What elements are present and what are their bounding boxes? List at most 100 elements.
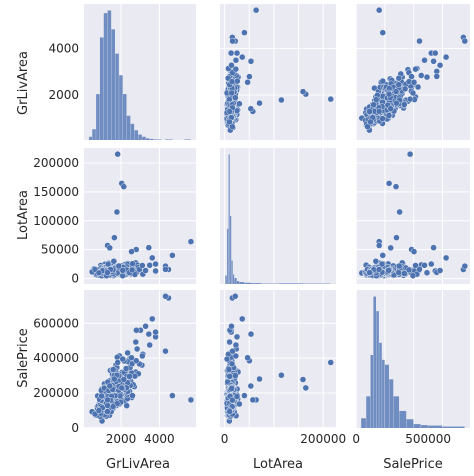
panel-saleprice-vs-saleprice: 0 500000 <box>352 290 470 446</box>
scatter-point <box>393 234 400 241</box>
scatter-point <box>387 105 394 112</box>
scatter-point <box>396 262 403 270</box>
histogram-bar <box>393 396 400 428</box>
scatter-point <box>234 77 241 85</box>
scatter-point <box>128 248 135 255</box>
scatter-point <box>113 208 121 216</box>
y-tick-label: 50000 <box>41 243 79 257</box>
y-axis-label-lotarea: LotArea <box>16 190 31 240</box>
scatter-point <box>111 375 118 383</box>
scatter-point <box>232 65 240 73</box>
x-tick-label: 4000 <box>144 432 175 446</box>
histogram-bar <box>382 359 385 428</box>
histogram-bar <box>89 136 92 140</box>
scatter-point <box>379 77 386 85</box>
scatter-point <box>187 238 195 245</box>
scatter-point <box>132 338 140 346</box>
y-tick-label: 0 <box>71 272 79 286</box>
y-tick-label: 400000 <box>33 351 79 365</box>
scatter-point <box>375 242 383 249</box>
scatter-point <box>247 105 255 112</box>
scatter-point <box>162 293 169 300</box>
x-tick-label: 500000 <box>405 432 451 446</box>
histogram-bar <box>149 138 154 140</box>
panel-grlivarea-vs-lotarea <box>220 4 336 140</box>
scatter-point <box>139 352 146 360</box>
scatter-point <box>104 408 111 415</box>
histogram-bar <box>278 283 304 284</box>
scatter-point <box>142 267 149 274</box>
scatter-point <box>110 258 118 265</box>
y-axis-label-grlivarea: GrLivArea <box>16 51 31 115</box>
scatter-point <box>385 112 393 119</box>
x-axis-label-grlivarea: GrLivArea <box>106 457 170 472</box>
scatter-point <box>442 53 450 61</box>
scatter-point <box>232 57 240 64</box>
scatter-point <box>228 360 236 368</box>
scatter-point <box>442 254 450 262</box>
pairplot-axis-labels: GrLivArea LotArea SalePrice GrLivArea Lo… <box>16 51 443 472</box>
panel-background <box>220 290 336 428</box>
scatter-point <box>229 123 236 130</box>
panel-lotarea-vs-grlivarea: 0 50000 100000 150000 200000 <box>33 148 196 286</box>
histogram-bar <box>420 425 428 428</box>
histogram-bar <box>134 130 139 140</box>
scatter-point <box>423 269 431 276</box>
scatter-point <box>379 252 386 259</box>
scatter-point <box>392 88 400 95</box>
histogram-bar <box>142 136 146 140</box>
scatter-point <box>249 396 257 404</box>
panel-saleprice-vs-lotarea: 0 200000 <box>220 290 346 446</box>
scatter-point <box>408 73 415 80</box>
scatter-point <box>226 108 233 115</box>
scatter-point <box>169 392 176 399</box>
scatter-point <box>406 95 414 103</box>
scatter-point <box>461 37 469 45</box>
histogram-bar <box>251 283 262 284</box>
scatter-point <box>378 260 386 268</box>
scatter-point <box>104 402 111 409</box>
scatter-point <box>244 79 251 86</box>
scatter-point <box>120 376 128 383</box>
scatter-point <box>223 355 231 363</box>
histogram-bar <box>389 379 394 428</box>
histogram-bar <box>366 396 371 428</box>
y-axis-label-saleprice: SalePrice <box>16 328 31 388</box>
histogram-bar <box>442 426 465 428</box>
scatter-point <box>233 393 241 400</box>
scatter-point <box>129 392 136 399</box>
scatter-point <box>246 73 253 80</box>
histogram-bar <box>239 282 245 284</box>
scatter-point <box>152 328 159 336</box>
scatter-point <box>375 266 383 273</box>
scatter-point <box>299 376 307 383</box>
scatter-point <box>233 333 241 341</box>
scatter-point <box>370 101 377 108</box>
scatter-point <box>118 384 125 392</box>
histogram-bar <box>184 139 191 140</box>
histogram-bar <box>228 154 230 284</box>
scatter-point <box>232 352 240 360</box>
scatter-point <box>232 341 240 349</box>
histogram-bar <box>165 139 169 140</box>
panel-lotarea-vs-saleprice <box>355 148 470 284</box>
scatter-point <box>430 244 437 251</box>
scatter-point <box>241 29 248 36</box>
panel-lotarea-vs-lotarea <box>220 148 336 284</box>
scatter-point <box>241 392 248 399</box>
x-tick-label: 200000 <box>300 432 346 446</box>
scatter-point <box>106 244 113 252</box>
scatter-point <box>226 408 233 415</box>
x-tick-label: 0 <box>352 432 360 446</box>
histogram-bar <box>119 75 123 140</box>
scatter-point <box>162 266 169 273</box>
histogram-bar <box>406 419 414 428</box>
scatter-point <box>227 49 235 57</box>
scatter-point <box>228 385 235 392</box>
histogram-bar <box>361 418 366 428</box>
scatter-point <box>95 269 103 277</box>
scatter-point <box>131 372 139 380</box>
scatter-point <box>416 37 423 45</box>
scatter-point <box>385 180 393 187</box>
scatter-point <box>229 347 236 355</box>
